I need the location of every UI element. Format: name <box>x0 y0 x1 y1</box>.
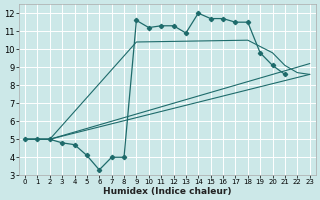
X-axis label: Humidex (Indice chaleur): Humidex (Indice chaleur) <box>103 187 232 196</box>
